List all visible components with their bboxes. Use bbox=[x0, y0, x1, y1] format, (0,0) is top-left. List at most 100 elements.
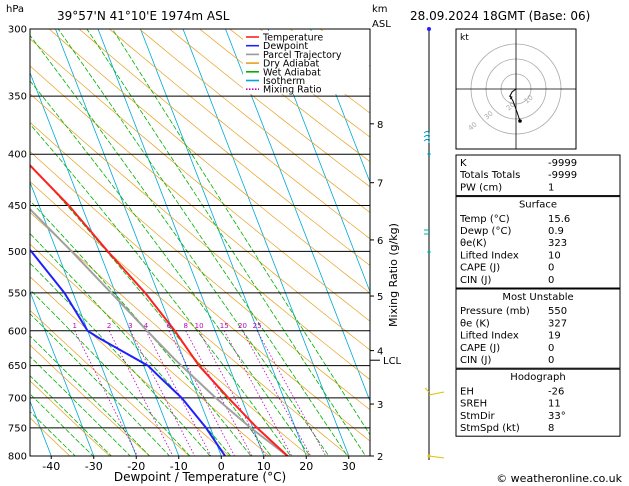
mixing-ratio-label: 3 bbox=[128, 322, 132, 330]
wind-profile bbox=[423, 27, 445, 460]
mixing-ratio-line bbox=[108, 330, 174, 456]
surface-table-row-label: CIN (J) bbox=[460, 275, 491, 286]
most-unstable-table-title: Most Unstable bbox=[502, 292, 573, 303]
surface-table-frame bbox=[455, 196, 621, 289]
wet-adiabat-line bbox=[30, 163, 272, 456]
location-title: 39°57'N 41°10'E 1974m ASL bbox=[57, 9, 230, 23]
legend-label: Parcel Trajectory bbox=[263, 50, 342, 61]
hodograph-stats-table-title: Hodograph bbox=[510, 372, 565, 383]
surface-table-row-value: 323 bbox=[548, 238, 567, 249]
most-unstable-table-row-value: 327 bbox=[548, 318, 567, 329]
plot-frame bbox=[29, 28, 371, 457]
km-label: km bbox=[372, 4, 388, 15]
hodograph-ring-label: 40 bbox=[467, 121, 479, 133]
parcel-trajectory-line bbox=[30, 207, 289, 456]
pressure-label: 650 bbox=[8, 361, 27, 372]
most-unstable-table-row-value: 0 bbox=[548, 355, 554, 366]
x-tick-label: -10 bbox=[170, 460, 188, 473]
mixing-ratio-label: 10 bbox=[195, 322, 204, 330]
most-unstable-table-row-label: θe (K) bbox=[460, 318, 490, 329]
isotherm-line bbox=[30, 71, 180, 456]
hodograph-ring-label: 10 bbox=[523, 94, 535, 106]
pressure-label: 550 bbox=[8, 288, 27, 299]
pressure-label: 600 bbox=[8, 326, 27, 337]
isotherm-line bbox=[225, 29, 370, 403]
dry-adiabat-line bbox=[30, 150, 370, 442]
hodograph-stats-table-frame bbox=[455, 368, 621, 437]
isotherm-line bbox=[140, 29, 307, 456]
mixing-ratio-line bbox=[168, 330, 235, 456]
legend-label: Dewpoint bbox=[263, 41, 308, 52]
surface-table-title: Surface bbox=[519, 200, 557, 211]
km-label: 6 bbox=[377, 236, 383, 247]
dry-adiabat-line bbox=[78, 29, 370, 267]
dry-adiabat-line bbox=[169, 29, 370, 188]
dry-adiabat-line bbox=[0, 0, 1, 467]
hodograph-stats-table-row-label: SREH bbox=[460, 399, 487, 410]
copyright: © weatheronline.co.uk bbox=[496, 472, 622, 485]
dry-adiabat-line bbox=[199, 29, 370, 163]
wet-adiabat-line bbox=[30, 34, 330, 456]
mixing-ratio-labels: 1 2 3 4 6 8 10 15 20 25 bbox=[72, 322, 261, 330]
mixing-ratio-line bbox=[130, 330, 196, 456]
isotherm-line bbox=[30, 181, 137, 456]
temperature-line bbox=[30, 164, 289, 456]
mixing-ratio-label: 20 bbox=[238, 322, 247, 330]
km-label: 8 bbox=[377, 120, 383, 131]
surface-table-row-label: Dewp (°C) bbox=[460, 226, 511, 237]
hodograph-ring-label: 20 bbox=[505, 101, 517, 113]
dry-adiabat-line bbox=[30, 211, 310, 456]
surface-table-row-label: CAPE (J) bbox=[460, 263, 500, 274]
pressure-label: 800 bbox=[8, 452, 27, 463]
dry-adiabat-line bbox=[30, 276, 230, 456]
wet-adiabat-line bbox=[30, 123, 292, 456]
km-label: 4 bbox=[377, 347, 383, 358]
dry-adiabat-line bbox=[259, 29, 370, 114]
dry-adiabat-line bbox=[30, 181, 350, 456]
most-unstable-table-row-value: 550 bbox=[548, 306, 567, 317]
mixing-ratio-line bbox=[223, 330, 293, 456]
pressure-label: 350 bbox=[8, 92, 27, 103]
isotherm-line bbox=[267, 29, 370, 293]
dry-adiabat-line bbox=[138, 29, 370, 213]
hodograph-stats-table-row-value: 33° bbox=[548, 411, 566, 422]
isotherm-line bbox=[182, 29, 350, 456]
mixing-ratio-label: 8 bbox=[183, 322, 187, 330]
isotherm-line bbox=[30, 290, 95, 456]
surface-table-row-value: 15.6 bbox=[548, 214, 570, 225]
wet-adiabat-line bbox=[86, 29, 367, 456]
indices-table-row-value: 1 bbox=[548, 182, 554, 193]
dry-adiabat-line bbox=[30, 65, 370, 351]
most-unstable-table-row-label: Pressure (mb) bbox=[460, 306, 530, 317]
lcl-label: LCL bbox=[383, 356, 402, 367]
grid-layer bbox=[0, 0, 370, 467]
surface-table-row-label: Temp (°C) bbox=[459, 214, 510, 225]
hpa-label: hPa bbox=[6, 4, 24, 15]
wind-marker-top bbox=[427, 27, 431, 31]
datetime-title: 28.09.2024 18GMT (Base: 06) bbox=[410, 9, 590, 23]
wet-adiabat-line bbox=[30, 200, 252, 456]
x-axis-label: Dewpoint / Temperature (°C) bbox=[114, 470, 286, 484]
mixing-ratio-line bbox=[198, 330, 267, 456]
dry-adiabat-line bbox=[30, 380, 111, 456]
isotherm-line bbox=[55, 29, 222, 456]
wet-adiabat-line bbox=[111, 29, 370, 436]
wet-adiabat-line bbox=[30, 289, 191, 456]
pressure-label: 400 bbox=[8, 150, 27, 161]
legend-box bbox=[243, 31, 369, 94]
hodograph: kt 10 20 30 40 bbox=[455, 28, 577, 150]
wind-barb-icon bbox=[428, 455, 445, 459]
dry-adiabat-line bbox=[30, 38, 370, 322]
hodograph-stats-table-row-label: StmDir bbox=[460, 411, 495, 422]
legend-label: Wet Adiabat bbox=[263, 67, 321, 78]
isotherm-line bbox=[97, 29, 265, 456]
hodograph-unit: kt bbox=[460, 33, 469, 43]
indices-table-row-value: -9999 bbox=[548, 170, 577, 181]
x-tick-label: -40 bbox=[42, 460, 60, 473]
indices-table-row-value: -9999 bbox=[548, 158, 577, 169]
dry-adiabat-line bbox=[108, 29, 370, 240]
wind-barb-icon bbox=[423, 130, 430, 144]
pressure-label: 450 bbox=[8, 201, 27, 212]
surface-table-row-value: 0.9 bbox=[548, 226, 564, 237]
